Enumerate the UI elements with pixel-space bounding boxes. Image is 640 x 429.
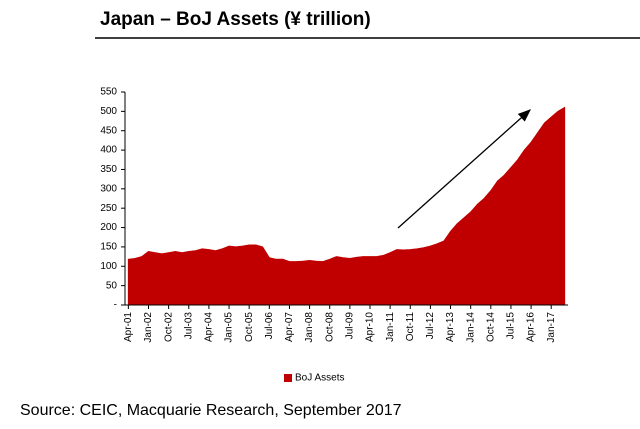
- x-tick-label: Apr-10: [365, 312, 376, 342]
- x-tick-label: Oct-05: [244, 312, 255, 342]
- x-tick-label: Oct-14: [485, 312, 496, 342]
- y-tick-label: 100: [100, 261, 117, 272]
- x-tick-label: Jul-15: [506, 312, 517, 340]
- x-tick-label: Oct-11: [405, 312, 416, 342]
- x-tick-label: Jan-02: [143, 312, 154, 343]
- x-tick-label: Apr-13: [445, 312, 456, 342]
- x-tick-label: Apr-04: [204, 312, 215, 342]
- x-tick-label: Jan-11: [385, 312, 396, 342]
- x-tick-label: Jul-12: [425, 312, 436, 340]
- y-tick-label: 50: [106, 280, 118, 291]
- trend-arrow: [397, 109, 531, 229]
- x-tick-label: Apr-07: [284, 312, 295, 342]
- y-tick-label: 250: [100, 203, 117, 214]
- x-tick-label: Jan-17: [546, 312, 557, 343]
- legend-label: BoJ Assets: [295, 373, 344, 384]
- chart-title: Japan – BoJ Assets (¥ trillion): [100, 9, 371, 30]
- x-tick-label: Jul-09: [344, 312, 355, 340]
- y-tick-label: 150: [100, 242, 117, 253]
- x-tick-label: Jan-08: [304, 312, 315, 343]
- legend-swatch: [284, 374, 292, 382]
- y-tick-label: 450: [100, 125, 117, 136]
- x-tick-label: Apr-16: [526, 312, 537, 342]
- y-tick-label: -: [114, 300, 117, 311]
- x-tick-label: Oct-02: [163, 312, 174, 342]
- y-tick-label: 400: [100, 145, 117, 156]
- x-tick-label: Oct-08: [324, 312, 335, 342]
- y-tick-label: 350: [100, 164, 117, 175]
- y-tick-label: 300: [100, 183, 117, 194]
- x-tick-label: Jan-14: [465, 312, 476, 343]
- y-tick-label: 500: [100, 106, 117, 117]
- y-tick-label: 550: [100, 87, 117, 98]
- area: [127, 106, 566, 306]
- x-tick-label: Apr-01: [123, 312, 134, 342]
- x-tick-label: Jul-06: [264, 312, 275, 340]
- y-tick-label: 200: [100, 222, 117, 233]
- x-tick-label: Jan-05: [224, 312, 235, 343]
- x-tick-label: Jul-03: [183, 312, 194, 340]
- source-note: Source: CEIC, Macquarie Research, Septem…: [20, 402, 402, 419]
